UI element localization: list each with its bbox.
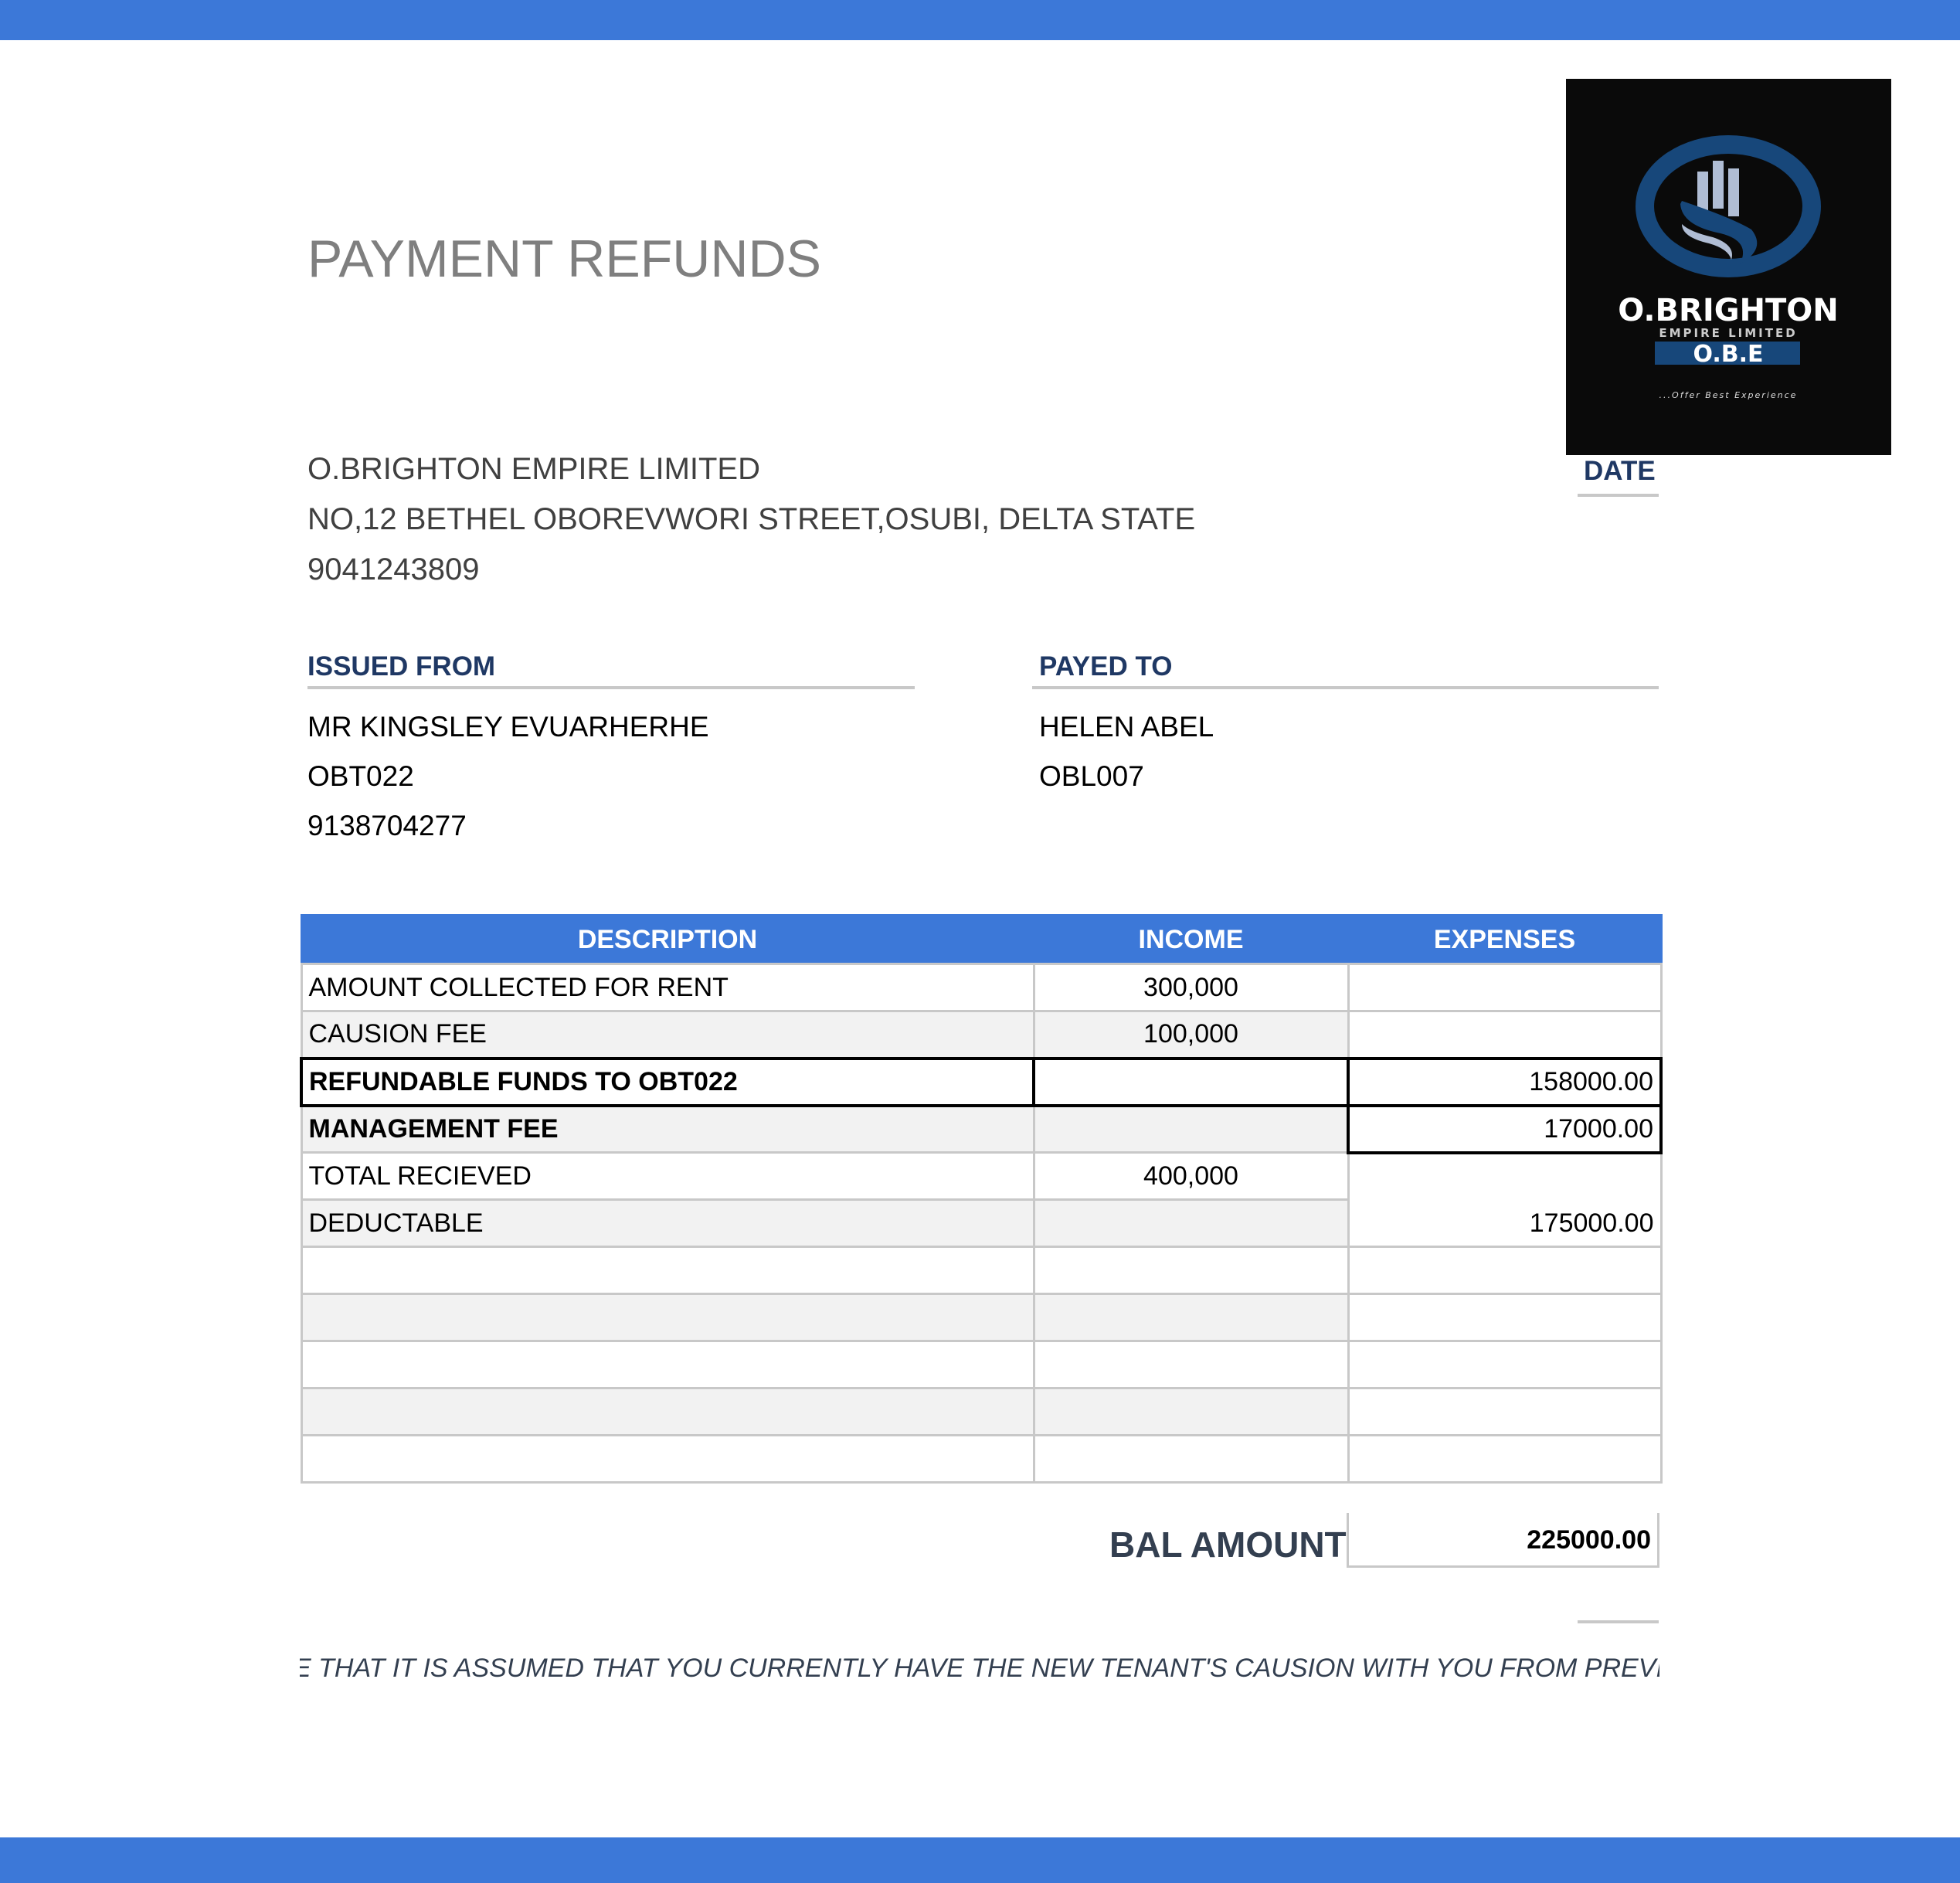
table-row	[300, 1387, 1663, 1436]
transactions-table: DESCRIPTION INCOME EXPENSES AMOUNT COLLE…	[300, 914, 1663, 1484]
header-description: DESCRIPTION	[300, 914, 1035, 965]
income-cell	[1032, 1293, 1350, 1342]
description-cell: DEDUCTABLE	[300, 1198, 1035, 1248]
header-expenses: EXPENSES	[1347, 914, 1663, 965]
expenses-cell: 158000.00	[1347, 1056, 1663, 1107]
income-cell	[1032, 1434, 1350, 1484]
income-cell	[1032, 1056, 1350, 1107]
income-cell	[1032, 1387, 1350, 1436]
balance-label: BAL AMOUNT	[1109, 1524, 1347, 1565]
description-cell: MANAGEMENT FEE	[300, 1104, 1035, 1154]
expenses-cell	[1347, 1434, 1663, 1484]
table-row: TOTAL RECIEVED 400,000	[300, 1151, 1663, 1201]
income-cell	[1032, 1104, 1350, 1154]
logo-tagline: ...Offer Best Experience	[1659, 390, 1798, 400]
income-cell: 100,000	[1032, 1010, 1350, 1059]
description-cell: CAUSION FEE	[300, 1010, 1035, 1059]
income-cell	[1032, 1340, 1350, 1389]
expenses-cell	[1347, 1387, 1663, 1436]
description-cell	[300, 1246, 1035, 1295]
payee-name: HELEN ABEL	[1039, 711, 1214, 743]
table-row: REFUNDABLE FUNDS TO OBT022 158000.00	[300, 1056, 1663, 1107]
description-cell	[300, 1387, 1035, 1436]
expenses-cell	[1347, 1151, 1663, 1200]
table-row: AMOUNT COLLECTED FOR RENT 300,000	[300, 963, 1663, 1012]
table-row: MANAGEMENT FEE 17000.00	[300, 1103, 1663, 1154]
payed-to-divider	[1032, 686, 1659, 689]
logo-emblem-icon: O.BRIGHTON EMPIRE LIMITED O.B.E ...Offer…	[1618, 135, 1839, 400]
description-cell: TOTAL RECIEVED	[300, 1151, 1035, 1201]
footnote: E THAT IT IS ASSUMED THAT YOU CURRENTLY …	[300, 1654, 1659, 1692]
issued-from-divider	[307, 686, 915, 689]
table-row: DEDUCTABLE 175000.00	[300, 1198, 1663, 1248]
expenses-cell	[1347, 1293, 1663, 1342]
expenses-cell	[1347, 1246, 1663, 1295]
income-cell	[1032, 1198, 1350, 1248]
top-banner	[0, 0, 1960, 40]
logo-subtitle: EMPIRE LIMITED	[1659, 326, 1797, 340]
income-cell: 400,000	[1032, 1151, 1350, 1201]
payed-to-label: PAYED TO	[1039, 651, 1173, 681]
balance-cell: 225000.00	[1347, 1513, 1659, 1568]
table-row	[300, 1246, 1663, 1295]
table-row	[300, 1293, 1663, 1342]
description-cell	[300, 1340, 1035, 1389]
page-title: PAYMENT REFUNDS	[307, 229, 821, 288]
income-cell	[1032, 1246, 1350, 1295]
bottom-banner	[0, 1837, 1960, 1883]
header-income: INCOME	[1032, 914, 1350, 965]
date-underline	[1578, 494, 1659, 497]
expenses-cell	[1347, 963, 1663, 1012]
company-logo: O.BRIGHTON EMPIRE LIMITED O.B.E ...Offer…	[1566, 79, 1891, 455]
description-cell: AMOUNT COLLECTED FOR RENT	[300, 963, 1035, 1012]
description-cell	[300, 1434, 1035, 1484]
description-cell: REFUNDABLE FUNDS TO OBT022	[300, 1056, 1035, 1107]
issuer-phone: 9138704277	[307, 810, 467, 841]
company-phone: 9041243809	[307, 552, 480, 586]
table-row: CAUSION FEE 100,000	[300, 1010, 1663, 1059]
company-address: NO,12 BETHEL OBOREVWORI STREET,OSUBI, DE…	[307, 502, 1196, 536]
signature-line	[1578, 1620, 1659, 1623]
balance-value: 225000.00	[1527, 1525, 1651, 1555]
company-name: O.BRIGHTON EMPIRE LIMITED	[307, 452, 760, 486]
table-row	[300, 1340, 1663, 1389]
issued-from-label: ISSUED FROM	[307, 651, 496, 681]
expenses-cell: 175000.00	[1347, 1199, 1663, 1248]
expenses-cell	[1347, 1010, 1663, 1059]
description-cell	[300, 1293, 1035, 1342]
issuer-id: OBT022	[307, 760, 414, 792]
logo-abbr: O.B.E	[1693, 341, 1764, 368]
logo-name: O.BRIGHTON	[1618, 293, 1839, 328]
table-header: DESCRIPTION INCOME EXPENSES	[300, 914, 1663, 965]
payee-id: OBL007	[1039, 760, 1144, 792]
footnote-text: E THAT IT IS ASSUMED THAT YOU CURRENTLY …	[300, 1654, 1659, 1683]
table-row	[300, 1434, 1663, 1484]
issuer-name: MR KINGSLEY EVUARHERHE	[307, 711, 709, 743]
date-label: DATE	[1584, 456, 1656, 486]
expenses-cell	[1347, 1340, 1663, 1389]
income-cell: 300,000	[1032, 963, 1350, 1012]
expenses-cell: 17000.00	[1347, 1103, 1663, 1154]
